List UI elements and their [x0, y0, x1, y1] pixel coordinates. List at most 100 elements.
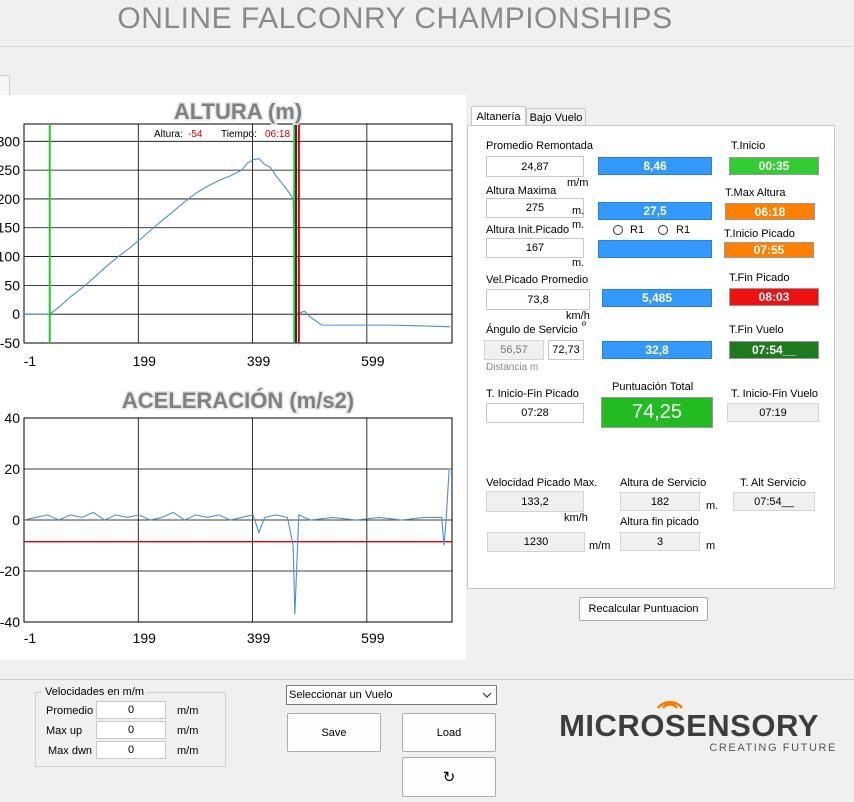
refresh-button[interactable]: ↻ — [402, 757, 496, 797]
field[interactable]: 73,8 — [486, 289, 590, 310]
field: 3 — [620, 532, 700, 551]
label: Puntuación Total — [612, 381, 694, 393]
y-tick-label: 200 — [0, 191, 20, 207]
y-tick-label: 300 — [0, 133, 20, 149]
field[interactable]: 24,87 — [486, 156, 584, 177]
y-tick-label: 0 — [12, 512, 20, 528]
chevron — [482, 692, 492, 698]
tab[interactable]: Altanería — [471, 106, 526, 127]
score-box — [598, 240, 712, 258]
label: Max dwn — [48, 745, 93, 757]
chart-title: ACELERACIÓN (m/s2) — [122, 388, 354, 413]
x-tick-label: 599 — [361, 353, 385, 369]
x-tick-label: 399 — [247, 630, 271, 646]
x-tick-label: 599 — [361, 630, 385, 646]
field: 07:19 — [727, 403, 819, 422]
divider — [0, 46, 854, 47]
unit: m — [706, 540, 716, 552]
readout-value: -54 — [188, 129, 203, 140]
y-tick-label: 20 — [4, 461, 20, 477]
x-tick-label: 199 — [133, 353, 157, 369]
field[interactable]: 0 — [96, 721, 166, 739]
label: T.Inicio Picado — [724, 228, 795, 240]
chart-area — [0, 95, 466, 660]
label: Velocidad Picado Max. — [486, 477, 598, 489]
label: Altura Maxima — [486, 185, 557, 197]
y-tick-label: -20 — [0, 563, 20, 579]
score-box: 8,46 — [598, 157, 712, 175]
group-legend: Velocidades en m/m — [42, 686, 148, 698]
unit: km/h — [566, 310, 590, 322]
label: T.Fin Picado — [729, 272, 790, 284]
time-box: 08:03 — [729, 288, 819, 306]
unit: m. — [572, 219, 585, 231]
unit: m. — [706, 500, 719, 512]
label: Altura Init.Picado — [486, 224, 570, 236]
data-line — [24, 157, 451, 328]
label: Max up — [46, 725, 83, 737]
time-box: 00:35 — [729, 157, 819, 175]
x-tick-label: 399 — [247, 353, 271, 369]
time-box: 07:54__ — [729, 341, 819, 359]
label: Ángulo de Servicio — [486, 324, 578, 336]
unit: m/m — [177, 705, 199, 717]
readout-label: Tiempo: — [221, 129, 257, 140]
save-button[interactable]: Save — [287, 713, 381, 752]
field[interactable]: 167 — [486, 238, 584, 258]
label: T.Max Altura — [725, 187, 786, 199]
unit: m/m — [177, 745, 199, 757]
field: 1230 — [487, 532, 585, 552]
y-tick-label: 0 — [12, 306, 20, 322]
y-tick-label: 40 — [4, 410, 20, 426]
unit: m/m — [589, 540, 611, 552]
recalc-button[interactable]: Recalcular Puntuacion — [579, 597, 708, 621]
divider — [0, 679, 854, 680]
label: T. Inicio-Fin Vuelo — [731, 388, 819, 400]
radio[interactable] — [658, 225, 668, 235]
unit: m. — [572, 257, 585, 269]
logo-tagline: CREATING FUTURE — [709, 742, 837, 754]
label: Vel.Picado Promedio — [486, 274, 589, 286]
load-button[interactable]: Load — [402, 713, 496, 752]
readout-value: 06:18 — [265, 129, 290, 140]
y-tick-label: 250 — [0, 162, 20, 178]
score-box: 5,485 — [602, 289, 712, 307]
tab[interactable]: Bajo Vuelo — [526, 108, 586, 127]
label: T. Inicio-Fin Picado — [486, 388, 579, 400]
y-tick-label: 150 — [0, 220, 20, 236]
field[interactable]: 275 — [486, 198, 584, 218]
radio[interactable] — [613, 225, 623, 235]
logo-signal — [656, 700, 684, 709]
unit: m/m — [177, 725, 199, 737]
label: Altura fin picado — [620, 516, 699, 528]
y-tick-label: 100 — [0, 249, 20, 265]
unit: m. — [572, 205, 585, 217]
label: T.Fin Vuelo — [729, 324, 784, 336]
label: T. Alt Servicio — [740, 477, 807, 489]
field: 07:54__ — [733, 492, 815, 511]
label: Altura de Servicio — [620, 477, 707, 489]
radio-label: R1 — [676, 224, 691, 236]
time-box: 07:55 — [724, 242, 814, 258]
label: T.Inicio — [731, 140, 766, 152]
field[interactable]: 72,73 — [548, 340, 584, 360]
label: Promedio Remontada — [486, 140, 594, 152]
unit: km/h — [564, 512, 588, 524]
field: 182 — [620, 492, 700, 511]
field[interactable]: 0 — [96, 701, 166, 719]
select-text: Seleccionar un Vuelo — [289, 689, 393, 701]
field[interactable]: 07:28 — [486, 403, 584, 423]
plot-frame — [23, 123, 453, 344]
flight-select[interactable]: Seleccionar un Vuelo — [286, 685, 497, 705]
unit: m/m — [567, 177, 589, 189]
app-title: ONLINE FALCONRY CHAMPIONSHIPS — [117, 2, 673, 35]
label: Promedio — [46, 705, 94, 717]
x-tick-label: -1 — [24, 353, 37, 369]
score-box: 32,8 — [602, 341, 712, 359]
field[interactable]: 0 — [96, 741, 166, 759]
total-box: 74,25 — [601, 397, 713, 428]
unit: º — [582, 320, 587, 332]
